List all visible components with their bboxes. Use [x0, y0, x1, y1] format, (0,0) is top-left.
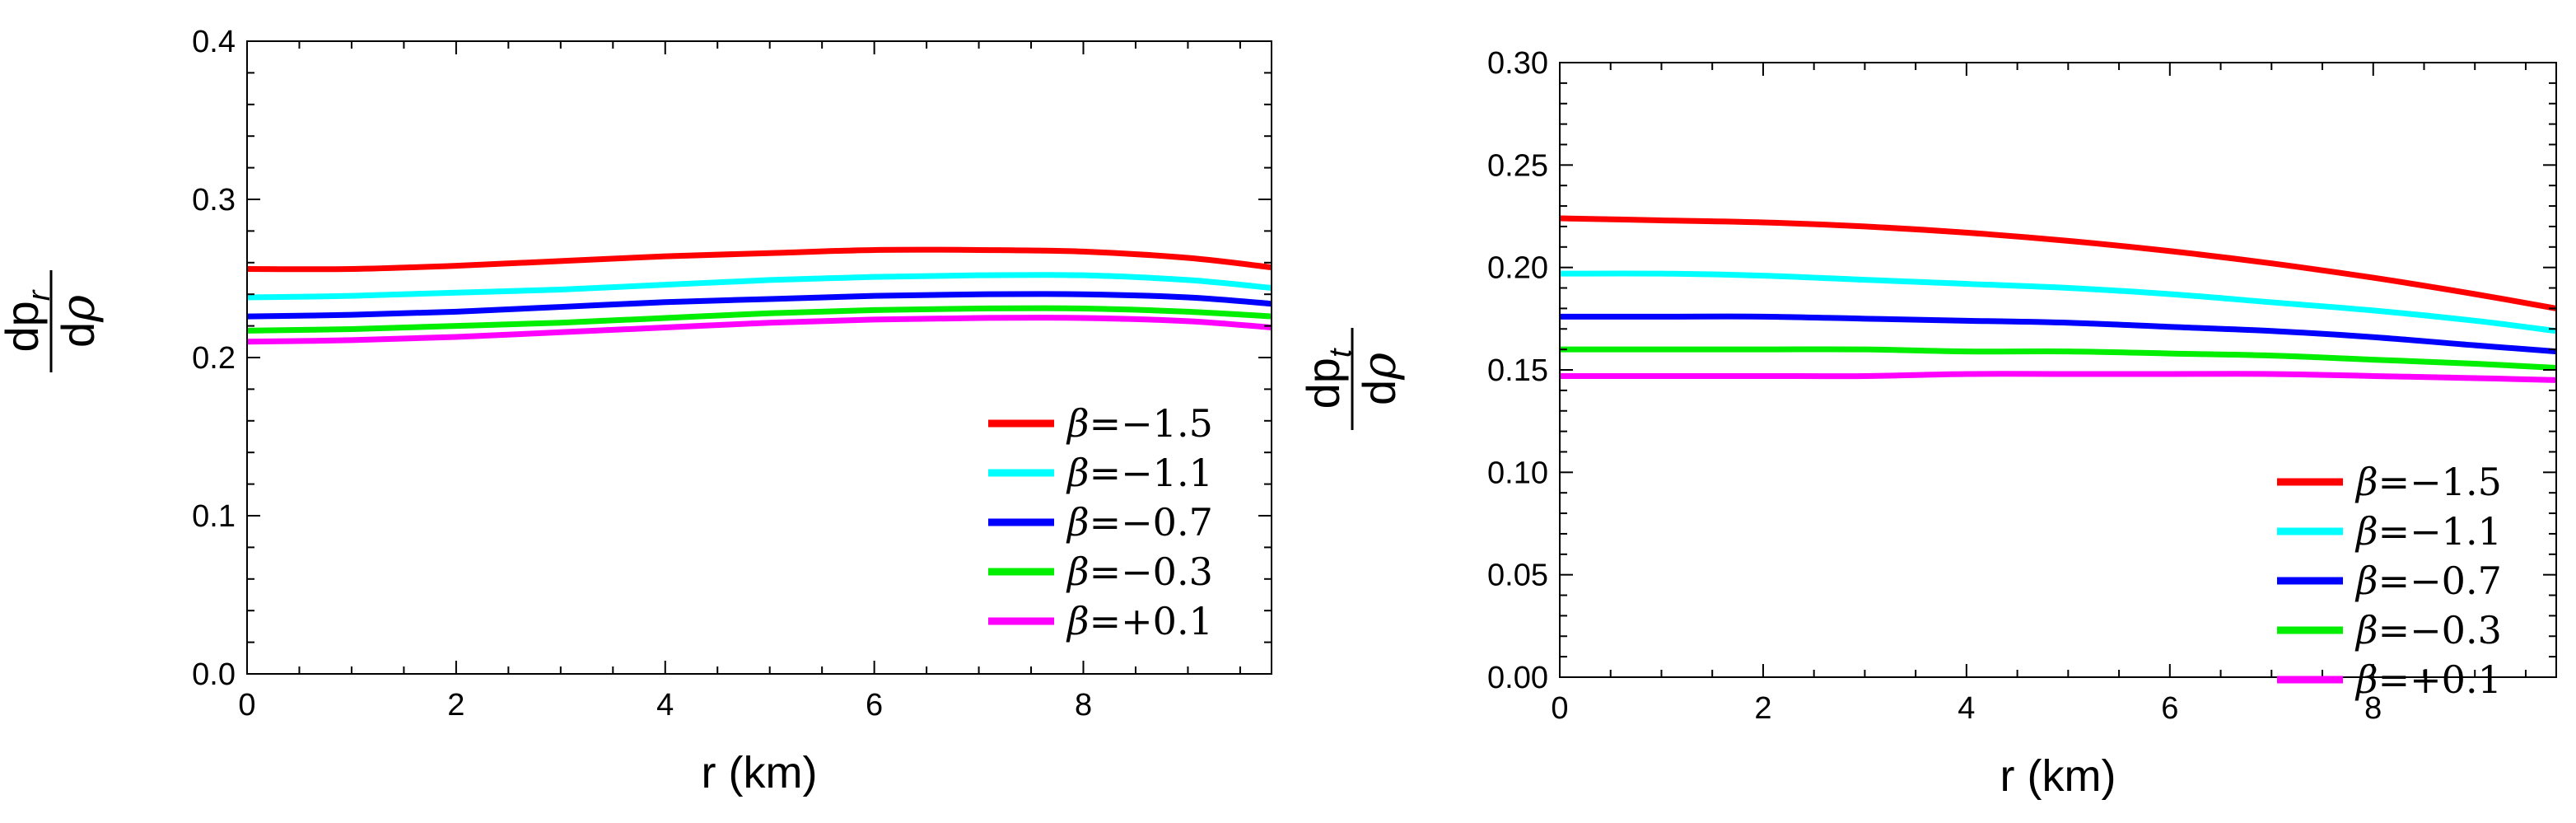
legend-value-text: =−1.1	[2378, 509, 2502, 554]
y-tick-label: 0.4	[192, 25, 236, 59]
series-line-1	[247, 272, 1272, 301]
series-line-4	[1560, 371, 2556, 383]
chart-panel-right: 0 2 4 6 8 0.00 0.05 0.10 0.15 0.20 0.25 0.30 r (km) d…	[1297, 46, 2557, 801]
y-tick-label: 0.10	[1487, 456, 1548, 490]
y-title-numerator: dpt	[1297, 348, 1358, 409]
chart-panel-left: 0 2 4 6 80.00.10.20.30.4r (km)dprdρβ=−1.5β=−…	[0, 25, 1272, 797]
y-title-denominator-main: d	[52, 322, 104, 348]
legend-label-0: β=−1.5	[1066, 401, 1213, 446]
series-line-2	[1560, 313, 2556, 355]
legend-label-2: β=−0.7	[2354, 559, 2502, 603]
legend-beta-symbol: β	[1066, 599, 1090, 643]
legend-value-text: =+0.1	[1090, 599, 1213, 643]
y-tick-label: 0.20	[1487, 251, 1548, 286]
legend-value-text: =−0.3	[2378, 608, 2502, 652]
y-title-numerator-main: dp	[0, 301, 48, 352]
legend-value-text: =−1.5	[2378, 460, 2502, 504]
y-tick-label: 0.15	[1487, 353, 1548, 388]
legend-value-text: =+0.1	[2378, 657, 2502, 702]
legend-label-2: β=−0.7	[1066, 500, 1213, 545]
legend-value-text: =−0.7	[1090, 500, 1213, 545]
x-tick-label: 0	[1551, 691, 1568, 726]
legend-beta-symbol: β	[2354, 460, 2378, 504]
y-title-denominator-symbol: ρ	[52, 295, 105, 323]
series-line-3	[1560, 346, 2556, 372]
legend: β=−1.5β=−1.1β=−0.7β=−0.3β=+0.1	[988, 401, 1213, 643]
legend-label-3: β=−0.3	[2354, 608, 2502, 652]
y-tick-label: 0.05	[1487, 559, 1548, 593]
x-tick-label: 0	[238, 688, 255, 722]
legend-label-1: β=−1.1	[1066, 451, 1213, 495]
y-tick-label: 0.00	[1487, 661, 1548, 695]
series-line-0	[1560, 215, 2556, 311]
y-title-numerator-main: dp	[1297, 358, 1349, 409]
y-title-numerator-sub: t	[1323, 348, 1358, 358]
legend-label-3: β=−0.3	[1066, 549, 1213, 594]
series-lines	[247, 246, 1272, 345]
legend-beta-symbol: β	[2354, 608, 2378, 652]
legend-beta-symbol: β	[1066, 500, 1090, 545]
y-title-denominator-symbol: ρ	[1353, 353, 1407, 381]
legend-beta-symbol: β	[1066, 549, 1090, 594]
y-tick-label: 0.1	[192, 499, 236, 534]
legend-beta-symbol: β	[1066, 451, 1090, 495]
x-tick-label: 4	[656, 688, 674, 722]
legend-value-text: =−0.3	[1090, 549, 1213, 594]
legend-beta-symbol: β	[1066, 401, 1090, 446]
x-tick-label: 8	[2364, 691, 2382, 726]
legend-label-1: β=−1.1	[2354, 509, 2502, 554]
y-title-denominator: dρ	[1353, 353, 1407, 405]
y-title-denominator: dρ	[52, 295, 105, 348]
series-line-4	[247, 315, 1272, 345]
y-tick-label: 0.25	[1487, 148, 1548, 183]
legend-label-0: β=−1.5	[2354, 460, 2502, 504]
series-line-3	[247, 305, 1272, 334]
x-axis-title: r (km)	[2000, 751, 2116, 801]
series-lines	[1560, 215, 2556, 383]
y-tick-label: 0.0	[192, 657, 236, 692]
x-tick-label: 2	[1754, 691, 1771, 726]
y-tick-label: 0.30	[1487, 46, 1548, 81]
x-axis-title: r (km)	[702, 748, 818, 797]
x-tick-label: 8	[1075, 688, 1092, 722]
legend-beta-symbol: β	[2354, 509, 2378, 554]
y-title-numerator: dpr	[0, 289, 57, 352]
y-title-numerator-sub: r	[22, 289, 57, 301]
legend-label-4: β=+0.1	[2354, 657, 2502, 702]
legend-value-text: =−1.1	[1090, 451, 1213, 495]
series-line-1	[1560, 270, 2556, 334]
y-tick-label: 0.3	[192, 183, 236, 217]
x-tick-label: 6	[2161, 691, 2178, 726]
series-line-2	[247, 291, 1272, 320]
x-tick-label: 4	[1958, 691, 1975, 726]
legend-beta-symbol: β	[2354, 559, 2378, 603]
legend: β=−1.5β=−1.1β=−0.7β=−0.3β=+0.1	[2277, 460, 2502, 702]
y-title-denominator-main: d	[1353, 380, 1405, 405]
legend-value-text: =−0.7	[2378, 559, 2502, 603]
x-tick-label: 2	[447, 688, 464, 722]
series-line-0	[247, 246, 1272, 273]
y-tick-label: 0.2	[192, 341, 236, 376]
x-tick-label: 6	[866, 688, 883, 722]
legend-beta-symbol: β	[2354, 657, 2378, 702]
legend-label-4: β=+0.1	[1066, 599, 1213, 643]
legend-value-text: =−1.5	[1090, 401, 1213, 446]
